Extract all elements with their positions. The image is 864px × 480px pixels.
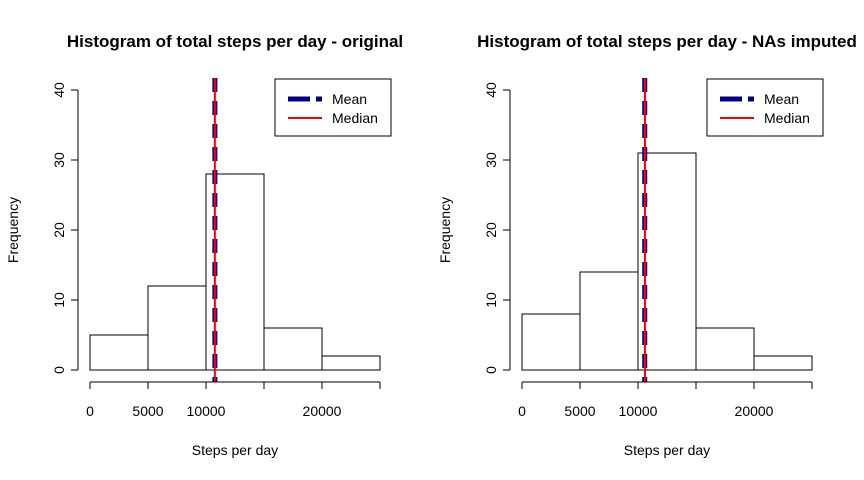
chart-panel-1: Histogram of total steps per day - origi… — [5, 32, 403, 458]
y-tick-label: 10 — [483, 292, 499, 308]
histogram-bar — [579, 271, 639, 371]
histogram-bar — [147, 285, 207, 371]
y-axis-label: Frequency — [437, 197, 453, 263]
histogram-bar — [263, 327, 323, 371]
chart-panel-2: Histogram of total steps per day - NAs i… — [437, 32, 857, 458]
legend-label: Median — [332, 110, 378, 126]
histogram-bar — [695, 327, 755, 371]
y-tick-label: 30 — [483, 152, 499, 168]
y-tick-label: 40 — [51, 82, 67, 98]
y-tick-label: 30 — [51, 152, 67, 168]
histogram-bar — [321, 355, 381, 371]
x-tick-label: 5000 — [132, 403, 163, 419]
x-tick-label: 20000 — [303, 403, 342, 419]
histogram-bar — [637, 152, 697, 371]
histogram-bar — [521, 313, 581, 371]
x-tick-label: 5000 — [564, 403, 595, 419]
y-tick-label: 10 — [51, 292, 67, 308]
legend-box — [706, 78, 824, 137]
y-tick-label: 20 — [51, 222, 67, 238]
legend-label: Mean — [764, 91, 799, 107]
x-tick-label: 20000 — [735, 403, 774, 419]
legend-label: Mean — [332, 91, 367, 107]
histogram-bar — [89, 334, 149, 371]
x-tick-label: 10000 — [619, 403, 658, 419]
x-tick-label: 0 — [86, 403, 94, 419]
y-tick-label: 20 — [483, 222, 499, 238]
x-tick-label: 0 — [518, 403, 526, 419]
x-axis-label: Steps per day — [192, 442, 278, 458]
y-tick-label: 0 — [483, 366, 499, 374]
y-tick-label: 0 — [51, 366, 67, 374]
chart-title: Histogram of total steps per day - origi… — [67, 32, 403, 51]
x-tick-label: 10000 — [187, 403, 226, 419]
legend: Mean Median — [274, 78, 392, 137]
histogram-bar — [753, 355, 813, 371]
legend-label: Median — [764, 110, 810, 126]
y-tick-label: 40 — [483, 82, 499, 98]
y-axis-label: Frequency — [5, 197, 21, 263]
x-axis-label: Steps per day — [624, 442, 710, 458]
legend: Mean Median — [706, 78, 824, 137]
legend-box — [274, 78, 392, 137]
chart-title: Histogram of total steps per day - NAs i… — [477, 32, 857, 51]
